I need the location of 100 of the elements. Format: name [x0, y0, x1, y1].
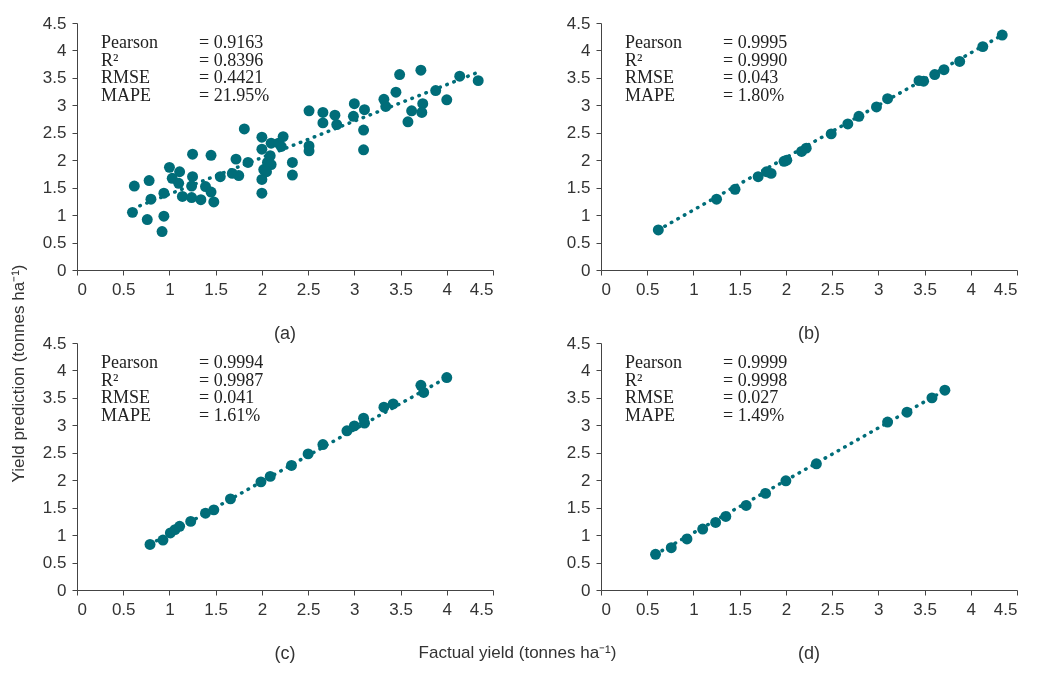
text: RMSE = 0.027: [625, 387, 779, 407]
text: R² = 0.9998: [625, 369, 788, 390]
x-tick-label: 2: [257, 599, 268, 619]
x-tick-label: 1: [165, 279, 175, 299]
x-tick-label: 4: [966, 599, 977, 619]
text: (b): [798, 323, 820, 343]
y-tick-label: 3.5: [42, 388, 67, 408]
x-tick-label: 1: [165, 599, 175, 619]
y-tick-label: 4: [581, 40, 591, 60]
text: MAPE = 1.61%: [101, 404, 261, 425]
x-tick-label: 4: [442, 599, 453, 619]
y-tick-label: 4: [57, 40, 67, 60]
x-tick-label: 3: [350, 279, 360, 299]
x-tick-label: 0.5: [635, 599, 660, 619]
y-tick-label: 0.5: [42, 553, 67, 573]
y-tick-label: 3.5: [42, 68, 67, 88]
y-tick-label: 0.5: [42, 233, 67, 253]
y-tick-label: 2: [581, 150, 591, 170]
y-tick-label: 2.5: [42, 443, 67, 463]
x-tick-label: 2: [781, 599, 792, 619]
text: R² = 0.8396: [101, 49, 264, 70]
x-tick-label: 1.5: [204, 599, 228, 619]
x-tick-label: 4.5: [993, 279, 1018, 299]
y-tick-label: 2.5: [566, 443, 591, 463]
y-tick-label: 3: [57, 95, 67, 115]
x-tick-label: 2.5: [820, 279, 845, 299]
y-tick-label: 4.5: [566, 13, 591, 33]
y-tick-label: 0: [57, 260, 67, 280]
y-tick-label: 4: [581, 360, 591, 380]
x-tick-label: 0: [601, 599, 611, 619]
text: RMSE = 0.4421: [101, 67, 264, 87]
x-tick-label: 3: [874, 599, 884, 619]
y-tick-label: 1.5: [42, 498, 67, 518]
y-tick-label: 2: [57, 470, 67, 490]
text: MAPE = 1.49%: [625, 404, 785, 425]
x-tick-label: 0.5: [111, 599, 136, 619]
y-tick-label: 2: [57, 150, 67, 170]
x-tick-label: 4.5: [469, 599, 494, 619]
x-tick-label: 3.5: [913, 279, 937, 299]
x-tick-label: 1: [689, 279, 699, 299]
y-tick-label: 1: [581, 525, 591, 545]
x-tick-label: 3.5: [389, 279, 413, 299]
y-tick-label: 4.5: [42, 333, 67, 353]
y-tick-label: 1: [57, 205, 67, 225]
y-tick-label: 3: [57, 415, 67, 435]
x-tick-label: 1.5: [728, 599, 752, 619]
text: (a): [274, 323, 296, 343]
y-tick-label: 4.5: [566, 333, 591, 353]
x-tick-label: 4.5: [469, 279, 494, 299]
text: RMSE = 0.041: [101, 387, 255, 407]
y-tick-label: 4: [57, 360, 67, 380]
text: RMSE = 0.043: [625, 67, 779, 87]
x-tick-label: 1: [689, 599, 699, 619]
y-tick-label: 3.5: [566, 388, 591, 408]
y-tick-label: 0: [581, 580, 591, 600]
y-tick-label: 0.5: [566, 233, 591, 253]
x-tick-label: 0: [601, 279, 611, 299]
x-tick-label: 4: [442, 279, 453, 299]
text: MAPE = 1.80%: [625, 84, 785, 105]
y-axis-title: Yield prediction (tonnes ha⁻¹): [8, 264, 28, 483]
y-tick-label: 1: [57, 525, 67, 545]
x-tick-label: 3.5: [389, 599, 413, 619]
x-tick-label: 2.5: [296, 599, 321, 619]
y-tick-label: 0: [57, 580, 67, 600]
text: R² = 0.9987: [101, 369, 264, 390]
text: MAPE = 21.95%: [101, 84, 270, 105]
x-tick-label: 2: [781, 279, 792, 299]
x-tick-label: 2.5: [296, 279, 321, 299]
x-tick-label: 1.5: [204, 279, 228, 299]
x-tick-label: 1.5: [728, 279, 752, 299]
text: Pearson = 0.9994: [101, 352, 264, 372]
x-tick-label: 2: [257, 279, 268, 299]
text: (d): [798, 643, 820, 663]
text: R² = 0.9990: [625, 49, 788, 70]
text: Pearson = 0.9999: [625, 352, 788, 372]
y-tick-label: 1.5: [566, 178, 591, 198]
x-tick-label: 3.5: [913, 599, 937, 619]
x-axis-title: Factual yield (tonnes ha⁻¹): [418, 642, 617, 662]
y-tick-label: 2: [581, 470, 591, 490]
x-tick-label: 2.5: [820, 599, 845, 619]
text: Pearson = 0.9163: [101, 32, 264, 52]
text: Pearson = 0.9995: [625, 32, 788, 52]
y-tick-label: 1.5: [566, 498, 591, 518]
y-tick-label: 3: [581, 415, 591, 435]
x-tick-label: 4.5: [993, 599, 1018, 619]
y-tick-label: 1.5: [42, 178, 67, 198]
x-tick-label: 0.5: [635, 279, 660, 299]
x-tick-label: 4: [966, 279, 977, 299]
y-tick-label: 3.5: [566, 68, 591, 88]
y-tick-label: 2.5: [566, 123, 591, 143]
y-tick-label: 3: [581, 95, 591, 115]
y-tick-label: 4.5: [42, 13, 67, 33]
y-tick-label: 0: [581, 260, 591, 280]
y-tick-label: 0.5: [566, 553, 591, 573]
x-tick-label: 3: [874, 279, 884, 299]
x-tick-label: 0: [77, 279, 87, 299]
y-tick-label: 2.5: [42, 123, 67, 143]
text: (c): [274, 643, 296, 663]
y-tick-label: 1: [581, 205, 591, 225]
x-tick-label: 0.5: [111, 279, 136, 299]
